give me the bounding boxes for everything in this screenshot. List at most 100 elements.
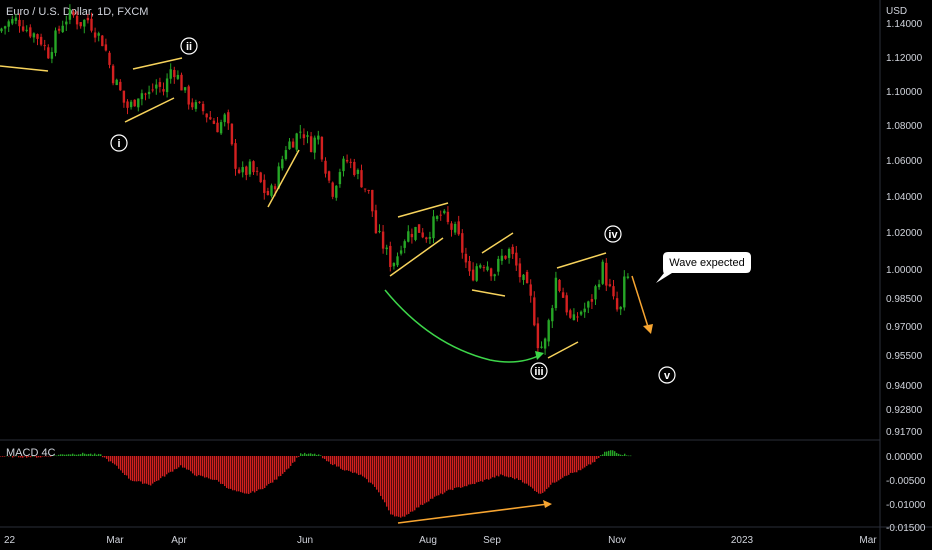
macd-bar — [588, 456, 590, 465]
macd-bar — [208, 456, 210, 479]
candle-body — [345, 159, 349, 162]
trend-line-2[interactable] — [267, 149, 300, 208]
candle-body — [57, 28, 61, 31]
candle-body — [176, 74, 180, 79]
macd-bar — [244, 456, 246, 494]
wedge2-lower-line[interactable] — [547, 341, 579, 359]
wave-label-iii[interactable]: iii — [530, 362, 548, 380]
macd-bar — [310, 453, 312, 456]
trend-line-1[interactable] — [0, 65, 49, 72]
macd-bar — [194, 456, 196, 476]
macd-bar — [212, 456, 214, 480]
wedge2-upper-line[interactable] — [556, 252, 607, 269]
time-axis[interactable]: 22 Mar Apr Jun Aug Sep Nov 2023 Mar — [4, 535, 877, 546]
candle-body — [320, 136, 324, 160]
macd-bar — [144, 456, 146, 484]
price-tick-label: 0.91700 — [886, 427, 923, 438]
curve-arrow-head — [535, 351, 544, 360]
channel-upper-line[interactable] — [481, 232, 514, 254]
macd-bar — [218, 456, 220, 482]
macd-bar — [168, 456, 170, 473]
macd-bar — [314, 453, 316, 456]
candle-body — [615, 298, 619, 310]
time-tick-label: Mar — [106, 535, 124, 546]
flag-lower-line[interactable] — [389, 237, 444, 277]
macd-bar — [98, 453, 100, 456]
wave-label-ii[interactable]: ii — [180, 37, 198, 55]
candle-body — [623, 276, 626, 308]
macd-bar — [368, 456, 370, 483]
macd-axis[interactable]: 0.00000 -0.00500 -0.01000 -0.01500 — [886, 452, 926, 534]
candle-body — [165, 78, 169, 93]
macd-bar — [328, 456, 330, 462]
macd-bar — [342, 456, 344, 470]
macd-bar — [564, 456, 566, 477]
candle-body — [392, 262, 396, 267]
macd-bar — [266, 456, 268, 486]
macd-bar — [160, 456, 162, 479]
projection-arrow[interactable] — [631, 275, 650, 331]
candle-body — [252, 161, 255, 173]
candle-body — [619, 306, 622, 310]
macd-bar — [364, 456, 366, 478]
macd-bar — [624, 453, 626, 456]
candle-body — [173, 69, 176, 78]
macd-bar — [200, 456, 202, 476]
price-tick-label: 0.92800 — [886, 405, 923, 416]
macd-bar — [350, 456, 352, 472]
macd-bar — [116, 456, 118, 466]
macd-bar — [8, 456, 10, 457]
candle-body — [32, 33, 36, 38]
macd-bar — [626, 455, 628, 456]
macd-bar — [6, 455, 8, 457]
candle-body — [104, 44, 108, 51]
channel-lower-line[interactable] — [471, 289, 506, 297]
candle-body — [288, 141, 291, 150]
macd-bar — [320, 455, 322, 456]
macd-bar — [72, 453, 74, 456]
macd-bar — [478, 456, 480, 482]
macd-bar — [526, 456, 528, 484]
candle-body — [255, 170, 259, 172]
candle-body — [605, 262, 608, 286]
candle-body — [353, 161, 356, 176]
macd-bar — [28, 456, 30, 457]
wedge-upper-line[interactable] — [132, 57, 183, 70]
flag-upper-line[interactable] — [397, 202, 449, 218]
candle-body — [306, 135, 309, 137]
candle-body — [461, 233, 464, 253]
wave-expected-callout[interactable]: Wave expected — [656, 252, 751, 283]
macd-bar — [176, 456, 178, 469]
macd-bar — [164, 456, 166, 477]
macd-bar — [392, 456, 394, 515]
macd-bar — [472, 456, 474, 484]
macd-bar — [378, 456, 380, 493]
time-tick-label: 22 — [4, 535, 16, 546]
wave-label-v[interactable]: v — [658, 366, 676, 384]
wedge-lower-line[interactable] — [124, 97, 175, 123]
wave-label-i[interactable]: i — [110, 134, 128, 152]
macd-bar — [482, 456, 484, 482]
curve-arrow[interactable] — [384, 289, 543, 363]
macd-bar — [242, 456, 244, 493]
macd-bar — [340, 456, 342, 469]
currency-label: USD — [886, 6, 907, 17]
candle-body — [439, 214, 442, 216]
candle-body — [569, 310, 572, 318]
wave-label-iv[interactable]: iv — [604, 225, 622, 243]
price-axis[interactable]: 1.14000 1.12000 1.10000 1.08000 1.06000 1.040… — [886, 19, 923, 438]
candle-body — [367, 189, 370, 191]
candle-body — [432, 216, 435, 239]
candle-body — [464, 253, 468, 263]
candle-body — [414, 226, 417, 240]
macd-bar — [228, 456, 230, 489]
divergence-arrow[interactable] — [397, 503, 549, 524]
macd-bar — [374, 456, 376, 487]
macd-bar — [544, 456, 546, 492]
candle-body — [230, 123, 234, 145]
macd-bar — [330, 456, 332, 465]
macd-bar — [612, 450, 614, 456]
macd-bar — [442, 456, 444, 495]
macd-bar — [596, 456, 598, 459]
candle-body — [399, 250, 403, 254]
